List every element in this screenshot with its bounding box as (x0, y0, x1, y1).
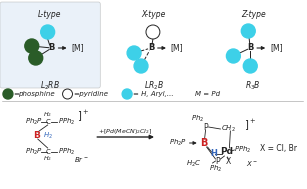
Text: $H_2$: $H_2$ (43, 155, 52, 163)
Text: B: B (200, 138, 207, 148)
Text: $Ph_2P$: $Ph_2P$ (25, 147, 43, 157)
Text: R: R (246, 29, 251, 33)
Text: $Ph_2$: $Ph_2$ (209, 164, 222, 174)
Circle shape (63, 89, 72, 99)
Text: X-type: X-type (142, 10, 166, 19)
Circle shape (29, 51, 43, 65)
Text: B: B (33, 132, 40, 140)
Text: $\mathregular{]}^+$: $\mathregular{]}^+$ (77, 108, 90, 123)
Text: R: R (248, 64, 252, 68)
Text: $\mathregular{]}^+$: $\mathregular{]}^+$ (244, 118, 256, 132)
Text: $PPh_2$: $PPh_2$ (234, 145, 252, 155)
Circle shape (146, 25, 160, 39)
FancyBboxPatch shape (0, 2, 100, 88)
Text: $Br^-$: $Br^-$ (75, 156, 89, 164)
Text: $H_2$: $H_2$ (43, 131, 52, 141)
Text: M = Pd: M = Pd (195, 91, 220, 97)
Text: C: C (45, 119, 50, 125)
Text: [M]: [M] (270, 43, 283, 53)
Text: R: R (125, 91, 129, 97)
Text: $PPh_2$: $PPh_2$ (58, 117, 75, 127)
Text: $PPh_2$: $PPh_2$ (58, 147, 75, 157)
Circle shape (243, 59, 257, 73)
Text: B: B (148, 43, 154, 53)
Text: $H_2C$: $H_2C$ (186, 159, 202, 169)
Text: P: P (215, 156, 220, 166)
Text: =: = (14, 91, 22, 97)
Text: $Ph_2P$: $Ph_2P$ (169, 138, 187, 148)
Circle shape (227, 49, 240, 63)
Text: X = Cl, Br: X = Cl, Br (260, 143, 297, 153)
Text: [M]: [M] (72, 43, 84, 53)
Text: $L_2RB$: $L_2RB$ (40, 80, 60, 92)
Text: $H_2$: $H_2$ (43, 111, 52, 119)
Text: L-type: L-type (38, 10, 61, 19)
Text: $LR_2B$: $LR_2B$ (144, 80, 164, 92)
Text: $CH_2$: $CH_2$ (221, 124, 236, 134)
Text: =: = (73, 91, 80, 97)
Text: R: R (139, 64, 143, 68)
Text: R: R (231, 53, 235, 59)
Text: = H, Aryl,...: = H, Aryl,... (133, 91, 174, 97)
Text: pyridine: pyridine (77, 91, 108, 97)
Text: $+[Pd(MeCN)_2Cl_2]$: $+[Pd(MeCN)_2Cl_2]$ (98, 126, 152, 136)
Text: $Ph_2$: $Ph_2$ (191, 114, 204, 124)
Text: [M]: [M] (171, 43, 184, 53)
Text: H: H (210, 149, 217, 157)
Text: C: C (45, 149, 50, 155)
Circle shape (41, 25, 55, 39)
Text: R: R (45, 29, 50, 35)
Text: B: B (49, 43, 55, 53)
Text: $X^-$: $X^-$ (246, 160, 258, 169)
Text: $Ph_2P$: $Ph_2P$ (25, 117, 43, 127)
Text: phosphine: phosphine (18, 91, 55, 97)
Text: X: X (226, 157, 231, 167)
Text: Z-type: Z-type (241, 10, 266, 19)
Text: $R_3B$: $R_3B$ (245, 80, 261, 92)
Text: P: P (203, 122, 208, 132)
Text: Pd: Pd (220, 147, 233, 156)
Circle shape (134, 59, 148, 73)
Circle shape (3, 89, 13, 99)
Circle shape (122, 89, 132, 99)
Text: B: B (247, 43, 254, 53)
Circle shape (25, 39, 39, 53)
Circle shape (241, 24, 255, 38)
Circle shape (127, 46, 141, 60)
Text: R: R (132, 50, 136, 56)
